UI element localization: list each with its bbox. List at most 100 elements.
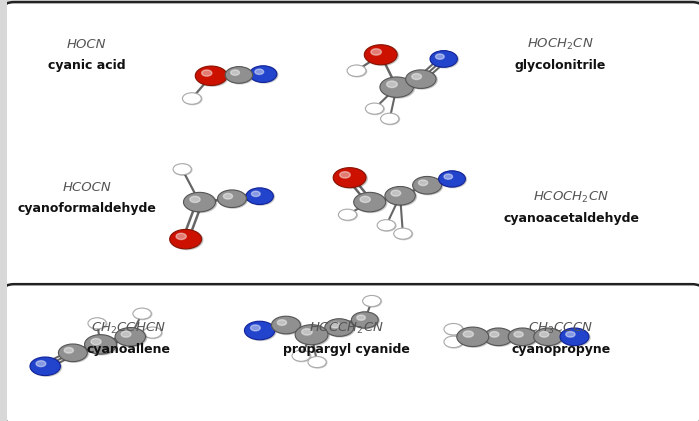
Circle shape [352,312,378,328]
Circle shape [510,329,538,346]
Circle shape [273,317,301,335]
Circle shape [309,357,327,368]
Circle shape [245,321,275,340]
Text: HCCCH$_2$CN: HCCCH$_2$CN [309,321,384,336]
Circle shape [444,174,452,179]
Circle shape [381,222,387,226]
Text: cyanic acid: cyanic acid [48,59,126,72]
Circle shape [59,345,89,362]
Circle shape [325,319,354,336]
Circle shape [508,328,537,346]
Circle shape [186,95,192,99]
Circle shape [463,331,473,337]
Circle shape [217,190,247,208]
Circle shape [143,327,161,338]
Circle shape [196,67,229,86]
Circle shape [430,51,457,67]
Circle shape [296,352,301,356]
Circle shape [534,328,563,346]
Circle shape [326,320,355,337]
Circle shape [394,229,412,240]
Text: HOCN: HOCN [67,38,106,51]
Circle shape [407,71,438,89]
Circle shape [250,66,277,83]
Circle shape [484,328,513,346]
Circle shape [185,193,217,213]
Circle shape [134,309,152,320]
Circle shape [363,296,381,306]
Circle shape [369,105,375,109]
Circle shape [380,77,413,97]
Circle shape [173,164,192,175]
Circle shape [385,187,415,205]
Circle shape [438,171,466,187]
Circle shape [514,331,523,337]
Circle shape [405,70,436,88]
Circle shape [366,45,398,66]
Text: CH$_2$CCHCN: CH$_2$CCHCN [91,321,166,336]
Circle shape [116,328,147,347]
Circle shape [88,318,106,329]
Circle shape [440,171,466,188]
Circle shape [144,328,162,338]
Circle shape [176,233,186,240]
Circle shape [445,324,463,336]
Circle shape [377,220,396,231]
Circle shape [356,315,366,320]
Circle shape [184,192,215,212]
Text: cyanoacetaldehyde: cyanoacetaldehyde [503,213,639,225]
Circle shape [444,323,463,335]
Circle shape [136,310,143,314]
Circle shape [387,81,397,88]
Circle shape [31,358,62,376]
FancyBboxPatch shape [3,2,699,288]
Text: HCOCH$_2$CN: HCOCH$_2$CN [533,190,609,205]
Circle shape [366,298,372,301]
Circle shape [386,187,417,206]
Text: glycolonitrile: glycolonitrile [515,59,606,72]
Circle shape [296,325,329,346]
Circle shape [561,329,590,346]
Circle shape [348,65,367,77]
Circle shape [444,336,463,348]
Circle shape [431,51,459,68]
Circle shape [412,74,421,80]
Circle shape [92,320,97,324]
Circle shape [382,114,400,125]
Text: propargyl cyanide: propargyl cyanide [282,343,410,356]
Text: HCOCN: HCOCN [62,181,111,194]
Text: cyanopropyne: cyanopropyne [511,343,610,356]
Text: HOCH$_2$CN: HOCH$_2$CN [527,37,594,52]
Circle shape [91,338,101,345]
Circle shape [560,328,589,346]
Circle shape [342,211,348,215]
Circle shape [398,230,403,234]
Circle shape [86,336,118,355]
Circle shape [292,350,310,361]
Circle shape [351,67,357,71]
Circle shape [419,180,428,186]
Circle shape [250,67,278,83]
Circle shape [231,70,240,75]
Circle shape [366,103,384,114]
Circle shape [364,45,397,65]
Circle shape [354,192,386,212]
Circle shape [89,318,107,329]
Circle shape [195,66,227,85]
Text: CH$_3$CCCN: CH$_3$CCCN [528,321,593,336]
Circle shape [271,316,301,334]
Circle shape [182,93,201,104]
Circle shape [412,176,442,194]
Circle shape [448,326,454,330]
Circle shape [363,296,382,307]
Circle shape [59,344,87,362]
Circle shape [255,69,264,75]
Circle shape [535,329,564,346]
Circle shape [225,67,252,83]
Circle shape [121,331,131,337]
Circle shape [565,331,575,337]
Circle shape [293,351,311,362]
Circle shape [201,70,212,76]
Circle shape [485,329,514,346]
Circle shape [302,329,312,335]
